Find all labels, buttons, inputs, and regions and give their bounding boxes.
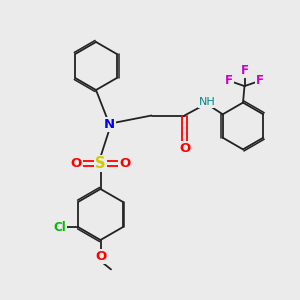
Text: F: F [241,64,248,77]
Text: S: S [95,156,106,171]
Text: O: O [70,157,82,170]
Text: Cl: Cl [53,221,66,234]
Text: O: O [95,250,106,263]
Text: N: N [104,118,115,131]
Text: F: F [256,74,264,87]
Text: O: O [119,157,131,170]
Text: F: F [225,74,233,87]
Text: O: O [179,142,190,155]
Text: NH: NH [199,97,215,107]
